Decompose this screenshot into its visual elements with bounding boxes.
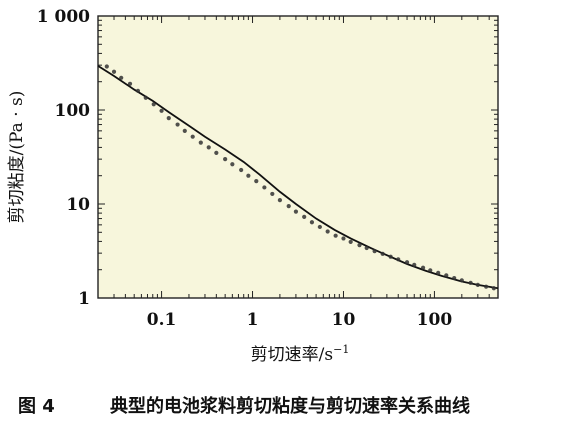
data-point bbox=[459, 278, 464, 283]
y-tick-label: 10 bbox=[66, 195, 90, 215]
data-point bbox=[388, 254, 393, 259]
data-point bbox=[452, 275, 457, 281]
x-tick-label: 0.1 bbox=[147, 310, 177, 330]
data-point bbox=[444, 273, 449, 278]
data-point bbox=[277, 198, 283, 203]
y-tick-label: 1 000 bbox=[37, 7, 90, 27]
x-tick-label: 100 bbox=[417, 310, 453, 330]
data-point bbox=[119, 75, 124, 80]
data-point bbox=[111, 69, 117, 74]
data-point bbox=[468, 280, 473, 285]
data-point bbox=[262, 185, 267, 190]
data-point bbox=[175, 122, 180, 127]
data-point bbox=[372, 249, 377, 254]
data-point bbox=[198, 140, 203, 145]
data-point bbox=[270, 191, 275, 197]
data-point bbox=[436, 270, 441, 275]
data-point bbox=[333, 233, 338, 238]
data-point bbox=[182, 128, 187, 133]
fit-line-layer bbox=[97, 65, 499, 290]
data-point bbox=[104, 64, 109, 69]
y-axis-title: 剪切粘度/(Pa · s) bbox=[7, 91, 27, 224]
data-point bbox=[412, 262, 417, 267]
data-point bbox=[151, 102, 156, 107]
data-point bbox=[135, 88, 141, 93]
data-point bbox=[396, 257, 401, 262]
data-point bbox=[420, 265, 426, 270]
data-point bbox=[246, 173, 251, 178]
data-point bbox=[484, 284, 489, 289]
figure-caption-label: 图 4 bbox=[18, 396, 55, 417]
axis-ticks bbox=[97, 15, 499, 299]
data-point bbox=[293, 209, 299, 214]
data-point bbox=[214, 150, 219, 155]
data-point bbox=[317, 224, 322, 230]
x-tick-label: 10 bbox=[332, 310, 356, 330]
data-point bbox=[190, 134, 195, 139]
x-axis-title: 剪切速率/s−1 bbox=[251, 343, 350, 365]
x-tick-label: 1 bbox=[247, 310, 259, 330]
data-point bbox=[166, 116, 171, 121]
data-point bbox=[341, 236, 346, 241]
data-point bbox=[491, 286, 496, 291]
data-point bbox=[254, 179, 259, 184]
fit-curve bbox=[97, 65, 499, 290]
y-tick-label: 1 bbox=[78, 289, 90, 309]
data-point bbox=[348, 239, 353, 245]
data-point bbox=[206, 145, 211, 150]
data-point bbox=[380, 251, 385, 256]
tick-labels: 0.1 1 10 100 1 10 100 1 000 bbox=[37, 7, 453, 330]
plot-area bbox=[97, 15, 499, 299]
data-point bbox=[309, 220, 315, 225]
y-tick-label: 100 bbox=[55, 101, 91, 121]
data-points-layer bbox=[104, 64, 496, 291]
data-point bbox=[159, 108, 164, 113]
data-point bbox=[404, 260, 410, 265]
data-point bbox=[127, 81, 133, 86]
data-point bbox=[143, 95, 148, 100]
data-point bbox=[475, 282, 480, 287]
data-point bbox=[239, 167, 244, 173]
data-point bbox=[357, 243, 362, 248]
data-point bbox=[428, 268, 433, 273]
figure-caption-text: 典型的电池浆料剪切粘度与剪切速率关系曲线 bbox=[110, 395, 470, 417]
data-point bbox=[302, 214, 307, 219]
data-point bbox=[364, 245, 369, 251]
data-point bbox=[223, 157, 228, 162]
data-point bbox=[286, 203, 291, 209]
data-point bbox=[325, 229, 330, 234]
data-point bbox=[230, 162, 235, 167]
